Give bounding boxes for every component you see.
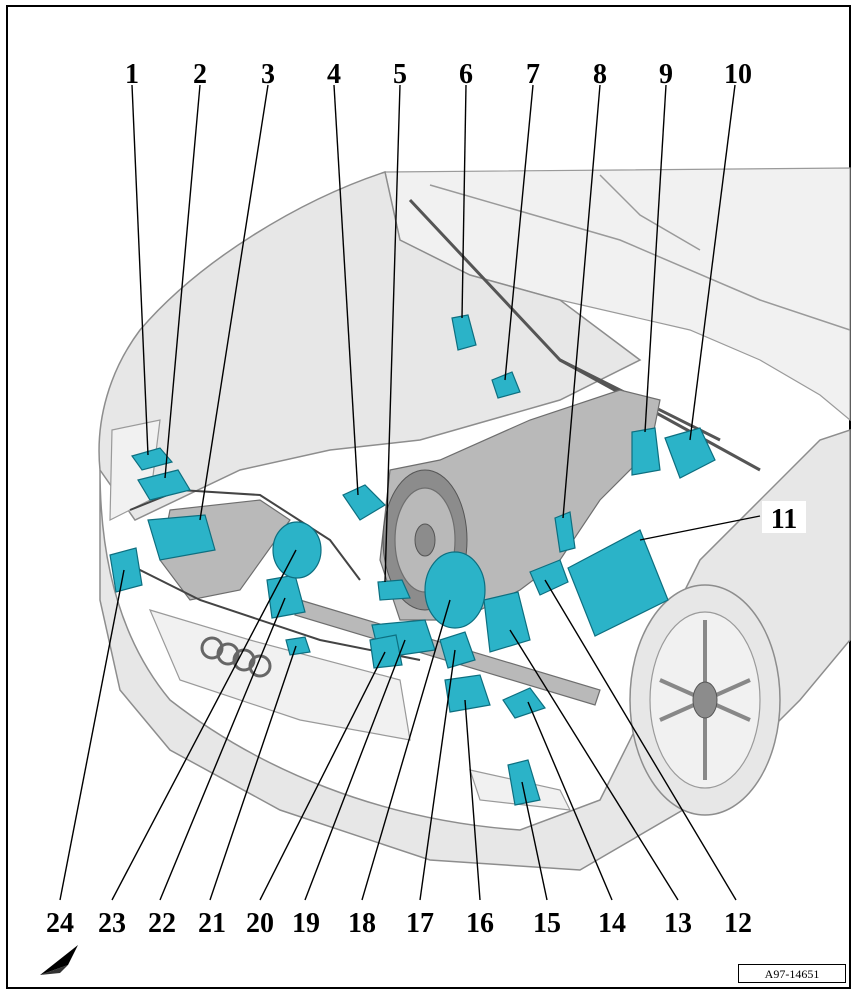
component-14: [502, 687, 546, 719]
component-15: [507, 759, 541, 806]
component-23: [272, 521, 322, 579]
component-3: [147, 514, 216, 561]
highlighted-components: [109, 314, 716, 806]
component-24: [109, 547, 143, 593]
callout-5: 5: [393, 59, 407, 90]
component-20: [369, 634, 403, 669]
component-18: [424, 551, 486, 629]
callout-19: 19: [292, 908, 320, 939]
vehicle-illustration: [98, 167, 851, 871]
component-21: [285, 636, 311, 656]
side-callout-numbers: 11: [762, 501, 806, 535]
component-11: [567, 529, 669, 637]
callout-11: 11: [771, 504, 797, 535]
component-16: [444, 674, 491, 713]
callout-6: 6: [459, 59, 473, 90]
callout-14: 14: [598, 908, 626, 939]
callout-16: 16: [466, 908, 494, 939]
callout-15: 15: [533, 908, 561, 939]
callout-18: 18: [348, 908, 376, 939]
callout-11-box: [762, 501, 806, 533]
callout-22: 22: [148, 908, 176, 939]
component-2: [137, 469, 191, 501]
figure-reference-code: A97-14651: [738, 964, 846, 983]
direction-arrow-icon: [40, 945, 78, 975]
callout-17: 17: [406, 908, 434, 939]
callout-21: 21: [198, 908, 226, 939]
component-22: [266, 574, 306, 619]
callout-1: 1: [125, 59, 139, 90]
callout-2: 2: [193, 59, 207, 90]
callout-23: 23: [98, 908, 126, 939]
callout-12: 12: [724, 908, 752, 939]
callout-9: 9: [659, 59, 673, 90]
component-1: [131, 447, 174, 471]
component-5: [377, 579, 411, 601]
component-9: [631, 427, 661, 476]
callout-8: 8: [593, 59, 607, 90]
leader-lines: [59, 84, 761, 901]
component-8: [554, 511, 576, 553]
callout-7: 7: [526, 59, 540, 90]
component-4: [342, 484, 386, 521]
component-12: [529, 559, 569, 596]
callout-13: 13: [664, 908, 692, 939]
callout-3: 3: [261, 59, 275, 90]
callout-24: 24: [46, 908, 74, 939]
component-13: [483, 591, 531, 653]
component-10: [664, 427, 716, 479]
callout-20: 20: [246, 908, 274, 939]
callout-10: 10: [724, 59, 752, 90]
component-17: [439, 631, 476, 669]
bottom-callout-numbers: 24 23 22 21 20 19 18 17 16 15 14 13 12: [46, 908, 752, 939]
callout-4: 4: [327, 59, 341, 90]
top-callout-numbers: 1 2 3 4 5 6 7 8 9 10: [125, 59, 752, 90]
